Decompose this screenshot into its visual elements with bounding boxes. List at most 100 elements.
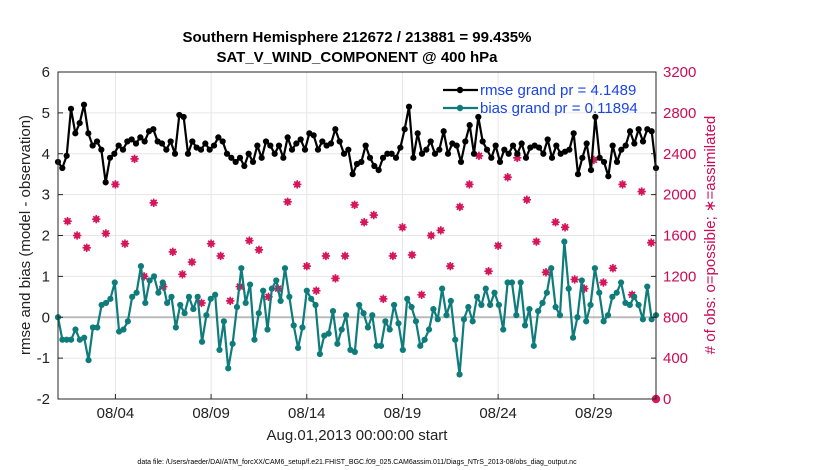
data-point [332, 126, 339, 133]
obs-marker [484, 267, 493, 276]
data-point [228, 154, 235, 161]
data-point [421, 336, 428, 343]
data-point [548, 265, 555, 272]
obs-marker [359, 218, 369, 227]
data-point [197, 146, 205, 153]
data-point [587, 167, 595, 174]
data-point [418, 150, 426, 157]
data-point [59, 164, 66, 172]
data-point [384, 150, 391, 157]
data-point [423, 146, 430, 153]
data-point [371, 162, 378, 170]
data-point [119, 146, 127, 153]
data-point [495, 301, 502, 309]
data-point [102, 299, 110, 307]
data-point [395, 320, 402, 327]
data-point [102, 179, 109, 186]
data-point [518, 140, 525, 147]
x-tick-label: 08/19 [384, 405, 422, 422]
data-point [67, 336, 75, 343]
data-point [505, 150, 512, 157]
data-point [487, 301, 494, 309]
data-point [63, 152, 70, 159]
data-point [290, 322, 297, 329]
obs-marker [350, 200, 359, 210]
data-point [410, 154, 417, 161]
data-point [185, 293, 193, 300]
data-point [301, 146, 309, 153]
data-point [72, 130, 79, 137]
obs-marker [168, 247, 178, 257]
data-point [405, 103, 413, 110]
data-point [605, 173, 612, 180]
x-tick-label: 08/24 [479, 405, 517, 422]
data-point [107, 295, 114, 302]
data-point [427, 138, 434, 145]
obs-marker [331, 274, 340, 283]
data-point [111, 279, 118, 286]
data-point [587, 301, 594, 309]
obs-marker [369, 210, 378, 220]
data-point [491, 289, 498, 296]
data-point [392, 154, 400, 161]
data-point [462, 138, 469, 145]
data-point [255, 310, 262, 317]
data-point [434, 316, 441, 323]
data-point [249, 158, 257, 166]
data-point [203, 312, 210, 319]
data-point [526, 305, 533, 313]
obs-marker [111, 180, 120, 189]
data-point [251, 336, 258, 343]
data-point [286, 293, 293, 300]
data-point [517, 279, 524, 286]
obs-marker [312, 286, 321, 295]
data-point [207, 295, 214, 302]
data-point [460, 316, 468, 323]
data-point [482, 285, 489, 292]
legend-rmse-marker [456, 86, 464, 94]
obs-marker [637, 187, 646, 196]
x-tick-label: 08/29 [575, 405, 613, 422]
obs-marker [426, 231, 436, 240]
rmse-series [54, 101, 660, 186]
data-point [430, 305, 437, 313]
data-point [500, 326, 507, 333]
data-point [425, 326, 433, 333]
data-point [351, 348, 358, 356]
data-point [639, 316, 647, 323]
right-tick-label: 2800 [663, 105, 696, 122]
data-point [219, 138, 226, 145]
data-point [236, 154, 244, 161]
data-point [478, 301, 485, 309]
data-point [473, 293, 481, 300]
data-point [483, 146, 491, 153]
data-point [189, 138, 196, 145]
data-point [63, 336, 70, 343]
obs-marker [560, 223, 570, 232]
data-point [631, 140, 638, 147]
data-point [496, 158, 504, 166]
right-tick-label: 1200 [663, 268, 696, 285]
data-point [267, 142, 274, 149]
data-point [155, 289, 162, 296]
right-tick-label: 1600 [663, 228, 696, 245]
data-point [622, 142, 629, 149]
obs-marker [321, 251, 331, 261]
data-point [220, 318, 227, 325]
obs-marker [63, 216, 72, 226]
data-point [275, 142, 283, 149]
obs-marker [72, 231, 82, 240]
data-point [535, 144, 543, 151]
data-point [570, 130, 577, 137]
data-point [85, 357, 92, 364]
data-point [592, 113, 599, 121]
data-point [184, 150, 192, 157]
obs-marker [647, 238, 656, 247]
obs-marker [551, 218, 560, 227]
obs-marker [599, 278, 608, 287]
data-point [618, 146, 625, 153]
data-point [543, 289, 550, 296]
x-axis-ticks: 08/04 08/09 08/14 08/19 08/24 08/29 [97, 394, 613, 422]
data-point [492, 142, 499, 149]
data-point [327, 140, 335, 147]
